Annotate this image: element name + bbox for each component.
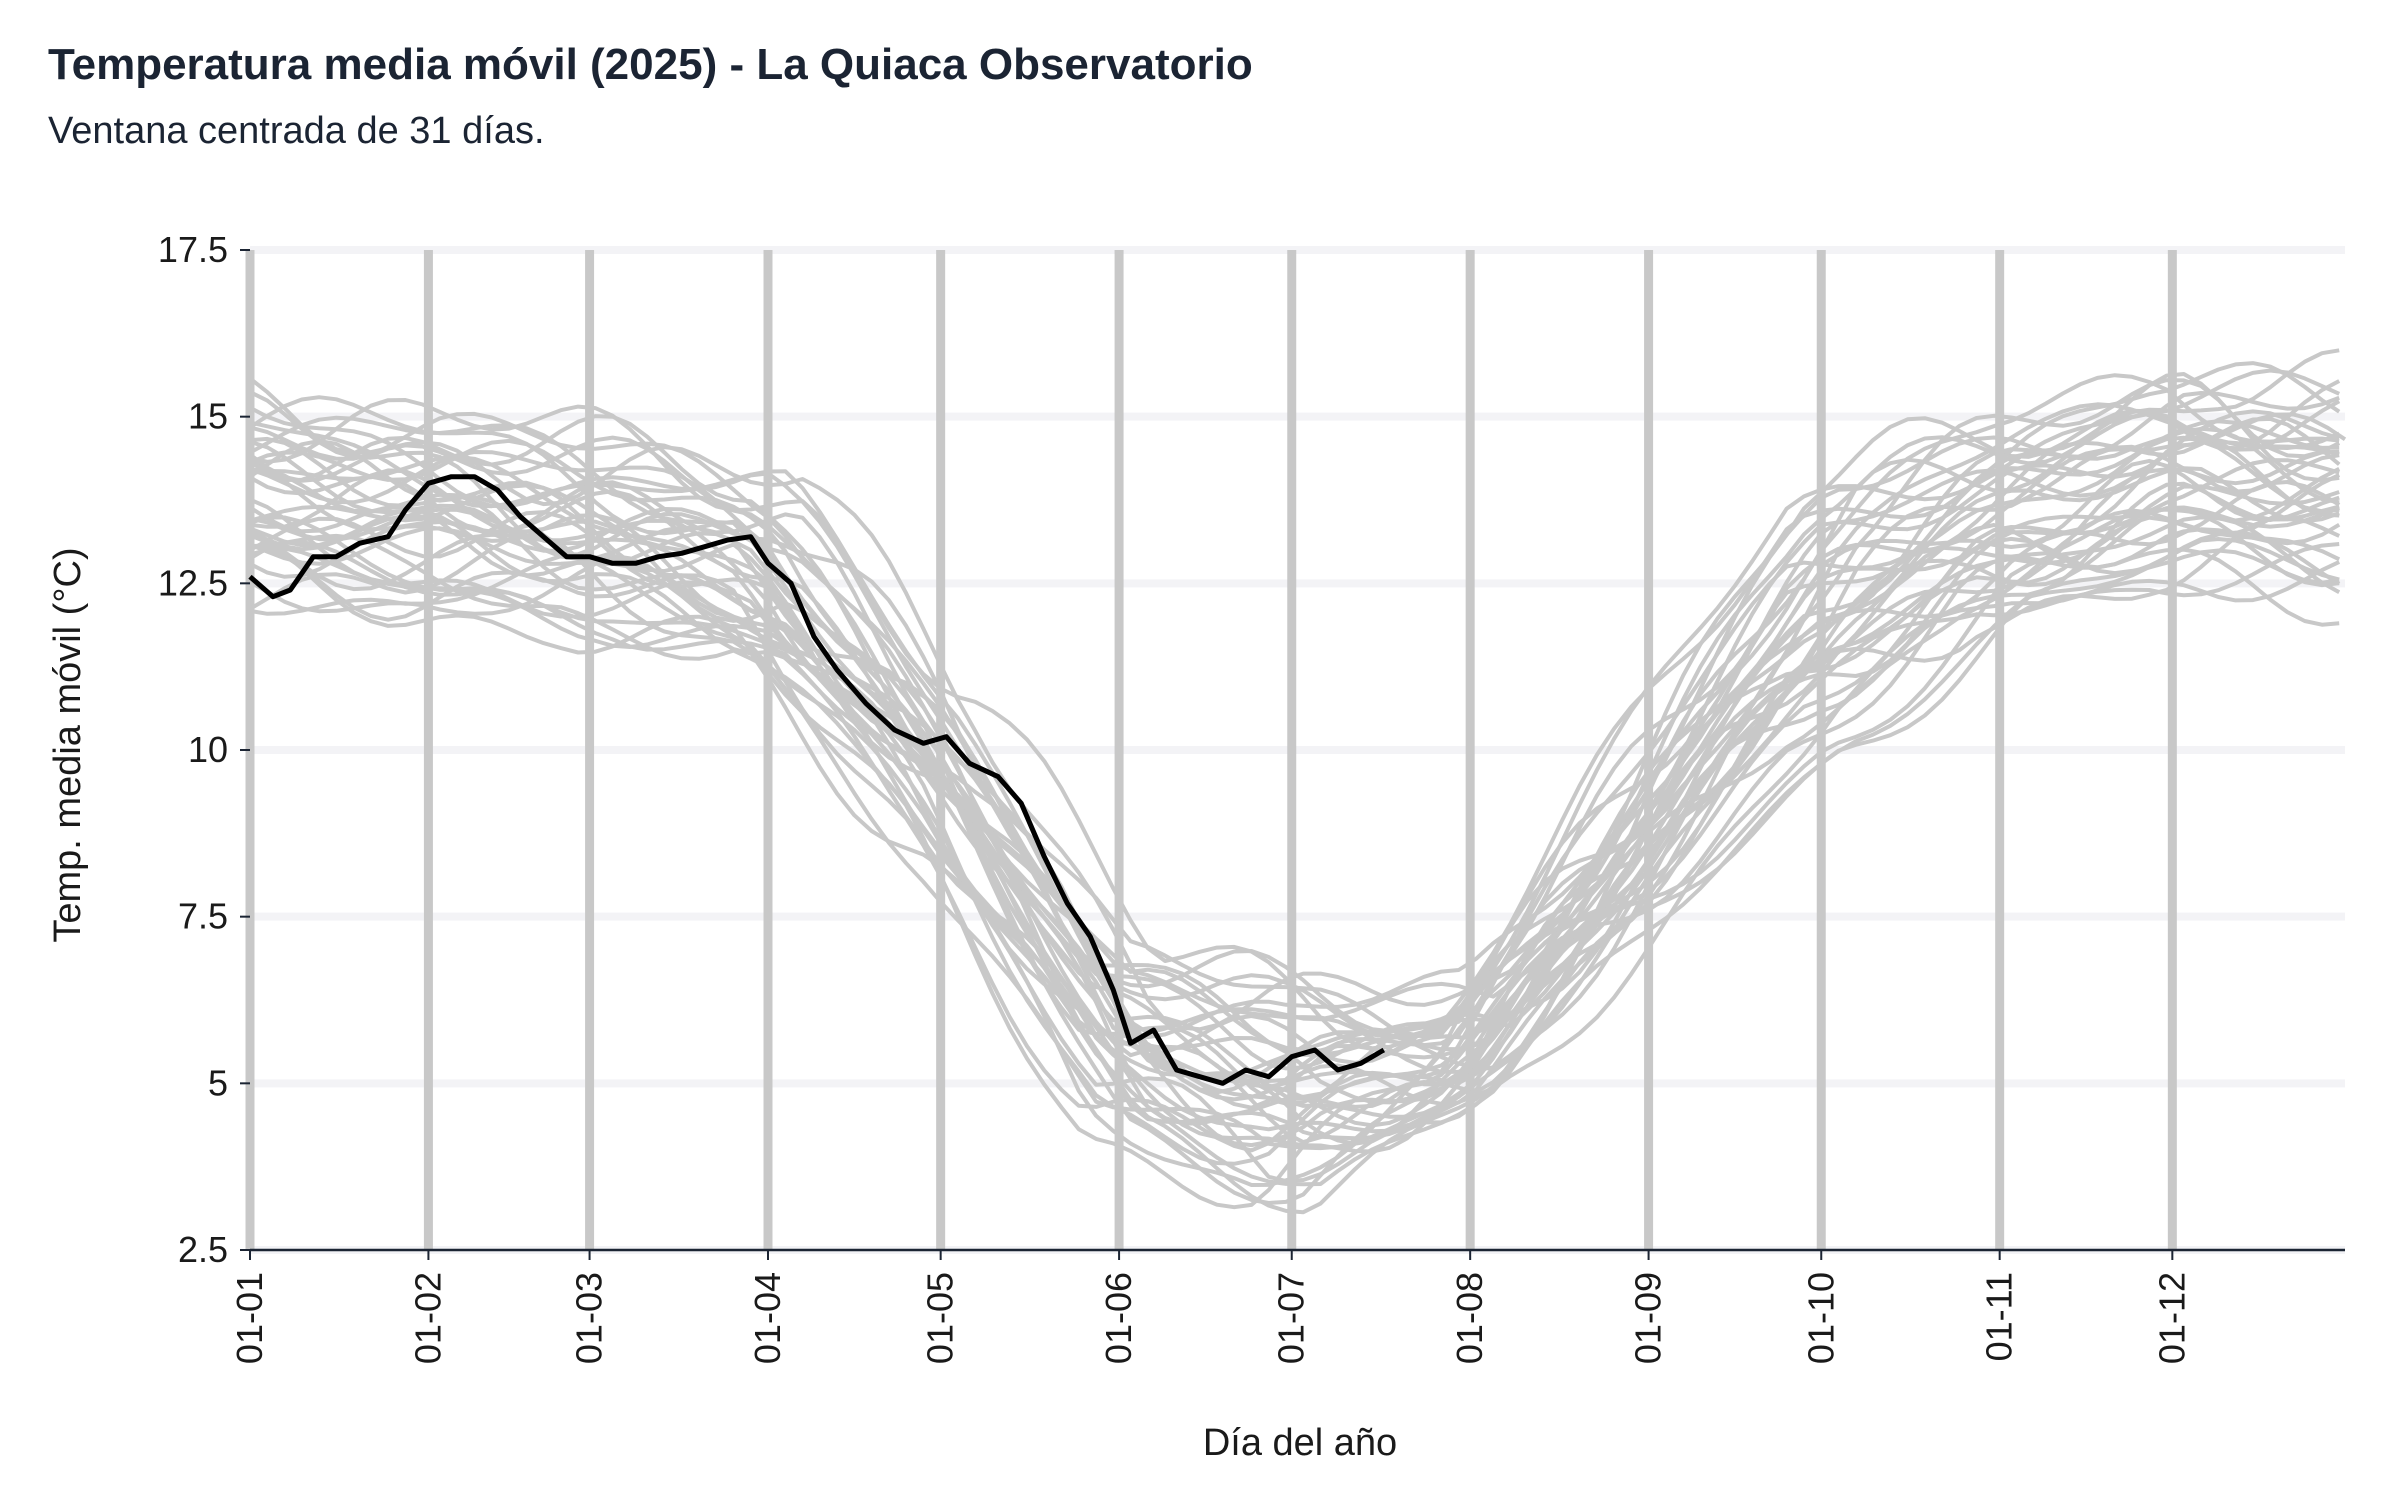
x-tick-label: 01-11 bbox=[1979, 1272, 2020, 1361]
chart-title: Temperatura media móvil (2025) - La Quia… bbox=[48, 40, 1253, 89]
y-tick-label: 12.5 bbox=[158, 562, 228, 603]
y-tick-label: 17.5 bbox=[158, 229, 228, 270]
history-series-line bbox=[249, 481, 2340, 1154]
x-tick-label: 01-02 bbox=[407, 1272, 448, 1364]
x-tick-label: 01-08 bbox=[1449, 1272, 1490, 1364]
highlight-series-layer bbox=[248, 474, 1386, 1086]
x-tick-label: 01-05 bbox=[920, 1272, 961, 1364]
y-axis-title: Temp. media móvil (°C) bbox=[47, 547, 89, 942]
history-series-line bbox=[249, 449, 2340, 1146]
history-series-line bbox=[249, 537, 2340, 1187]
y-tick-label: 2.5 bbox=[178, 1229, 228, 1270]
x-axis-title: Día del año bbox=[1203, 1422, 1397, 1464]
history-series-line bbox=[249, 467, 2341, 1105]
x-tick-label: 01-07 bbox=[1271, 1272, 1312, 1364]
history-series-line bbox=[249, 480, 2341, 1145]
chart-subtitle: Ventana centrada de 31 días. bbox=[48, 110, 545, 152]
history-series-line bbox=[248, 530, 2341, 1215]
x-tick-label: 01-04 bbox=[747, 1272, 788, 1364]
y-tick-label: 15 bbox=[188, 396, 228, 437]
history-series-line bbox=[249, 458, 2340, 1099]
history-series-line bbox=[249, 409, 2340, 1069]
x-tick-label: 01-09 bbox=[1628, 1272, 1669, 1364]
history-series-line bbox=[249, 372, 2340, 1095]
x-tick-label: 01-10 bbox=[1800, 1272, 1841, 1364]
history-series-line bbox=[249, 536, 2340, 1153]
history-series-line bbox=[249, 426, 2340, 1110]
y-tick-label: 5 bbox=[208, 1062, 228, 1103]
history-series-line bbox=[249, 373, 2340, 1040]
x-tick-label: 01-06 bbox=[1098, 1272, 1139, 1364]
y-tick-label: 7.5 bbox=[178, 896, 228, 937]
history-series-line bbox=[249, 497, 2340, 1166]
history-series-line bbox=[248, 379, 2341, 1034]
x-tick-label: 01-12 bbox=[2151, 1272, 2192, 1364]
history-series-line bbox=[249, 348, 2340, 1051]
x-tick-label: 01-03 bbox=[569, 1272, 610, 1364]
history-series-layer bbox=[248, 348, 2347, 1215]
series-line-2025 bbox=[248, 474, 1386, 1086]
x-tick-label: 01-01 bbox=[229, 1272, 270, 1364]
axis-layer: 2.5 5 7.5 10 12.5 15 17.5 01-01 01-02 01-03 01-04 0… bbox=[158, 229, 2345, 1364]
y-tick-label: 10 bbox=[188, 729, 228, 770]
